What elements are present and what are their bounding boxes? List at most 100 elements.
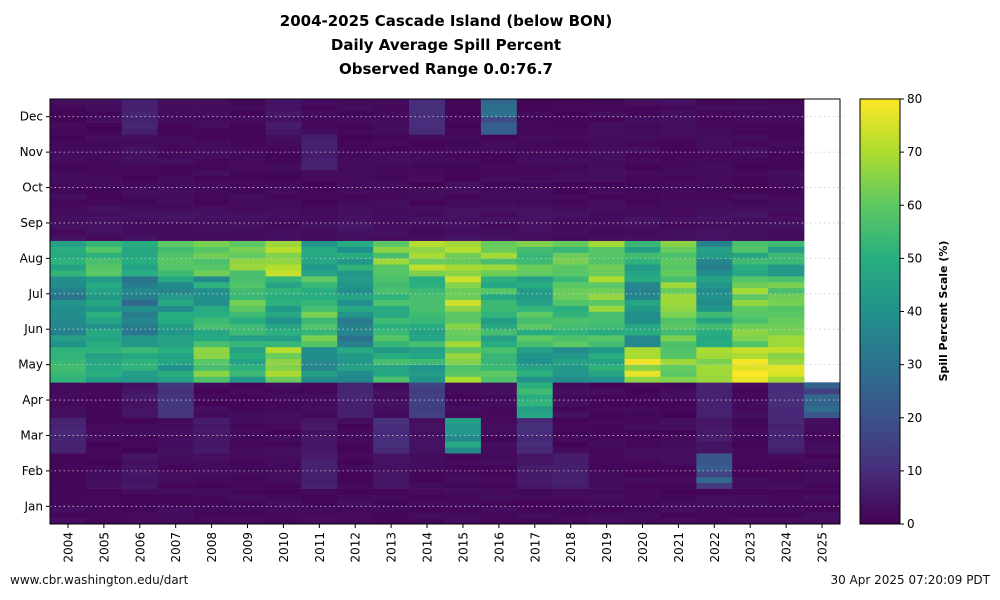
heatmap-cell-2005-feb [85, 482, 123, 489]
plot-frame [49, 98, 841, 525]
heatmap-cell-2021-dec [660, 104, 697, 112]
heatmap-cell-2021-nov [660, 146, 697, 153]
heatmap-cell-2020-nov [624, 146, 661, 153]
heatmap-cell-2020-feb [624, 470, 661, 478]
heatmap-cell-2004-jun [50, 311, 87, 318]
heatmap-cell-2005-aug [85, 264, 123, 271]
heatmap-cell-2010-aug [265, 270, 302, 277]
heatmap-cell-2015-jan [445, 500, 482, 507]
heatmap-cell-2016-jan [480, 494, 518, 501]
heatmap-cell-2017-mar [516, 423, 554, 430]
heatmap-cell-2019-mar [588, 441, 625, 448]
heatmap-cell-2022-jun [696, 317, 733, 324]
heatmap-cell-2009-feb [229, 453, 266, 460]
heatmap-cell-2016-jun [480, 341, 518, 348]
heatmap-cell-2018-may [552, 358, 589, 365]
heatmap-cell-2022-dec [696, 104, 733, 112]
heatmap-cell-2008-mar [193, 429, 230, 436]
heatmap-cell-2012-jan [337, 488, 374, 495]
heatmap-cell-2023-jun [732, 311, 769, 318]
heatmap-cell-2007-apr [157, 411, 194, 419]
footer-source-url[interactable]: www.cbr.washington.edu/dart [10, 573, 189, 587]
heatmap-cell-2020-jun [624, 311, 661, 318]
heatmap-cell-2022-aug [696, 252, 733, 259]
heatmap-cell-2020-apr [624, 394, 661, 401]
heatmap-cell-2008-apr [193, 411, 230, 419]
heatmap-cell-2008-feb [193, 476, 230, 483]
heatmap-cell-2013-aug [373, 252, 410, 259]
heatmap-cell-2006-aug [121, 252, 159, 259]
heatmap-cell-2012-feb [337, 459, 374, 466]
heatmap-cell-2022-apr [696, 411, 733, 419]
heatmap-cell-2021-oct [660, 175, 697, 182]
heatmap-cell-2008-mar [193, 423, 230, 430]
heatmap-cell-2007-oct [157, 181, 194, 188]
heatmap-cell-2018-jan [552, 512, 589, 519]
x-tick-label-2004: 2004 [61, 532, 75, 563]
heatmap-cell-2006-apr [121, 411, 159, 419]
heatmap-cell-2023-apr [732, 400, 769, 407]
heatmap-cell-2024-jun [768, 341, 805, 348]
heatmap-cell-2007-feb [157, 482, 194, 489]
heatmap-cell-2013-sep [373, 217, 410, 224]
heatmap-cell-2021-dec [660, 116, 697, 123]
heatmap-cell-2015-jul [445, 299, 482, 306]
heatmap-cell-2011-jul [301, 299, 338, 306]
heatmap-cell-2023-may [732, 346, 769, 354]
heatmap-cell-2025-apr [804, 388, 841, 395]
heatmap-cell-2019-mar [588, 435, 625, 442]
heatmap-cell-2007-oct [157, 175, 194, 182]
heatmap-cell-2018-jul [552, 276, 589, 283]
heatmap-cell-2014-mar [409, 447, 446, 454]
heatmap-cell-2012-jul [337, 299, 374, 306]
heatmap-cell-2013-may [373, 352, 410, 360]
heatmap-cell-2014-oct [409, 187, 446, 194]
heatmap-cell-2021-nov [660, 152, 697, 159]
heatmap-cell-2009-dec [229, 110, 266, 118]
heatmap-cell-2005-apr [85, 411, 123, 419]
heatmap-cell-2015-jun [445, 311, 482, 318]
heatmap-cell-2022-may [696, 346, 733, 354]
heatmap-cell-2012-sep [337, 205, 374, 212]
heatmap-cell-2004-feb [50, 459, 87, 466]
heatmap-cell-2008-apr [193, 388, 230, 395]
heatmap-cell-2022-apr [696, 382, 733, 389]
heatmap-cell-2015-aug [445, 240, 482, 247]
heatmap-cell-2024-feb [768, 482, 805, 489]
heatmap-cell-2020-mar [624, 429, 661, 436]
heatmap-cell-2007-nov [157, 152, 194, 159]
heatmap-cell-2008-oct [193, 181, 230, 188]
heatmap-cell-2011-feb [301, 453, 338, 460]
heatmap-cell-2024-nov [768, 152, 805, 159]
heatmap-cell-2008-jul [193, 305, 230, 312]
heatmap-cell-2012-oct [337, 199, 374, 206]
heatmap-cell-2016-dec [480, 110, 518, 118]
heatmap-cell-2015-oct [445, 181, 482, 188]
heatmap-cell-2017-may [516, 376, 554, 383]
heatmap-cell-2005-oct [85, 187, 123, 194]
heatmap-cell-2016-dec [480, 116, 518, 123]
heatmap-cell-2008-feb [193, 453, 230, 460]
heatmap-cell-2012-nov [337, 140, 374, 147]
heatmap-cell-2014-aug [409, 264, 446, 271]
heatmap-cell-2015-nov [445, 152, 482, 159]
heatmap-cell-2019-feb [588, 464, 625, 472]
heatmap-cell-2016-sep [480, 211, 518, 218]
heatmap-cell-2005-apr [85, 394, 123, 401]
heatmap-cell-2023-jul [732, 305, 769, 312]
heatmap-cell-2015-oct [445, 169, 482, 177]
heatmap-cell-2017-jul [516, 305, 554, 312]
heatmap-cell-2022-jun [696, 329, 733, 336]
heatmap-cell-2011-feb [301, 476, 338, 483]
heatmap-cell-2012-aug [337, 240, 374, 247]
heatmap-cell-2019-may [588, 346, 625, 354]
heatmap-cell-2011-jan [301, 506, 338, 513]
heatmap-cell-2022-may [696, 358, 733, 365]
heatmap-cell-2014-nov [409, 158, 446, 165]
heatmap-cell-2005-mar [85, 423, 123, 430]
heatmap-cell-2005-nov [85, 158, 123, 165]
heatmap-cell-2007-nov [157, 140, 194, 147]
heatmap-cell-2008-jun [193, 317, 230, 324]
heatmap-cell-2007-sep [157, 205, 194, 212]
heatmap-cell-2014-aug [409, 240, 446, 247]
